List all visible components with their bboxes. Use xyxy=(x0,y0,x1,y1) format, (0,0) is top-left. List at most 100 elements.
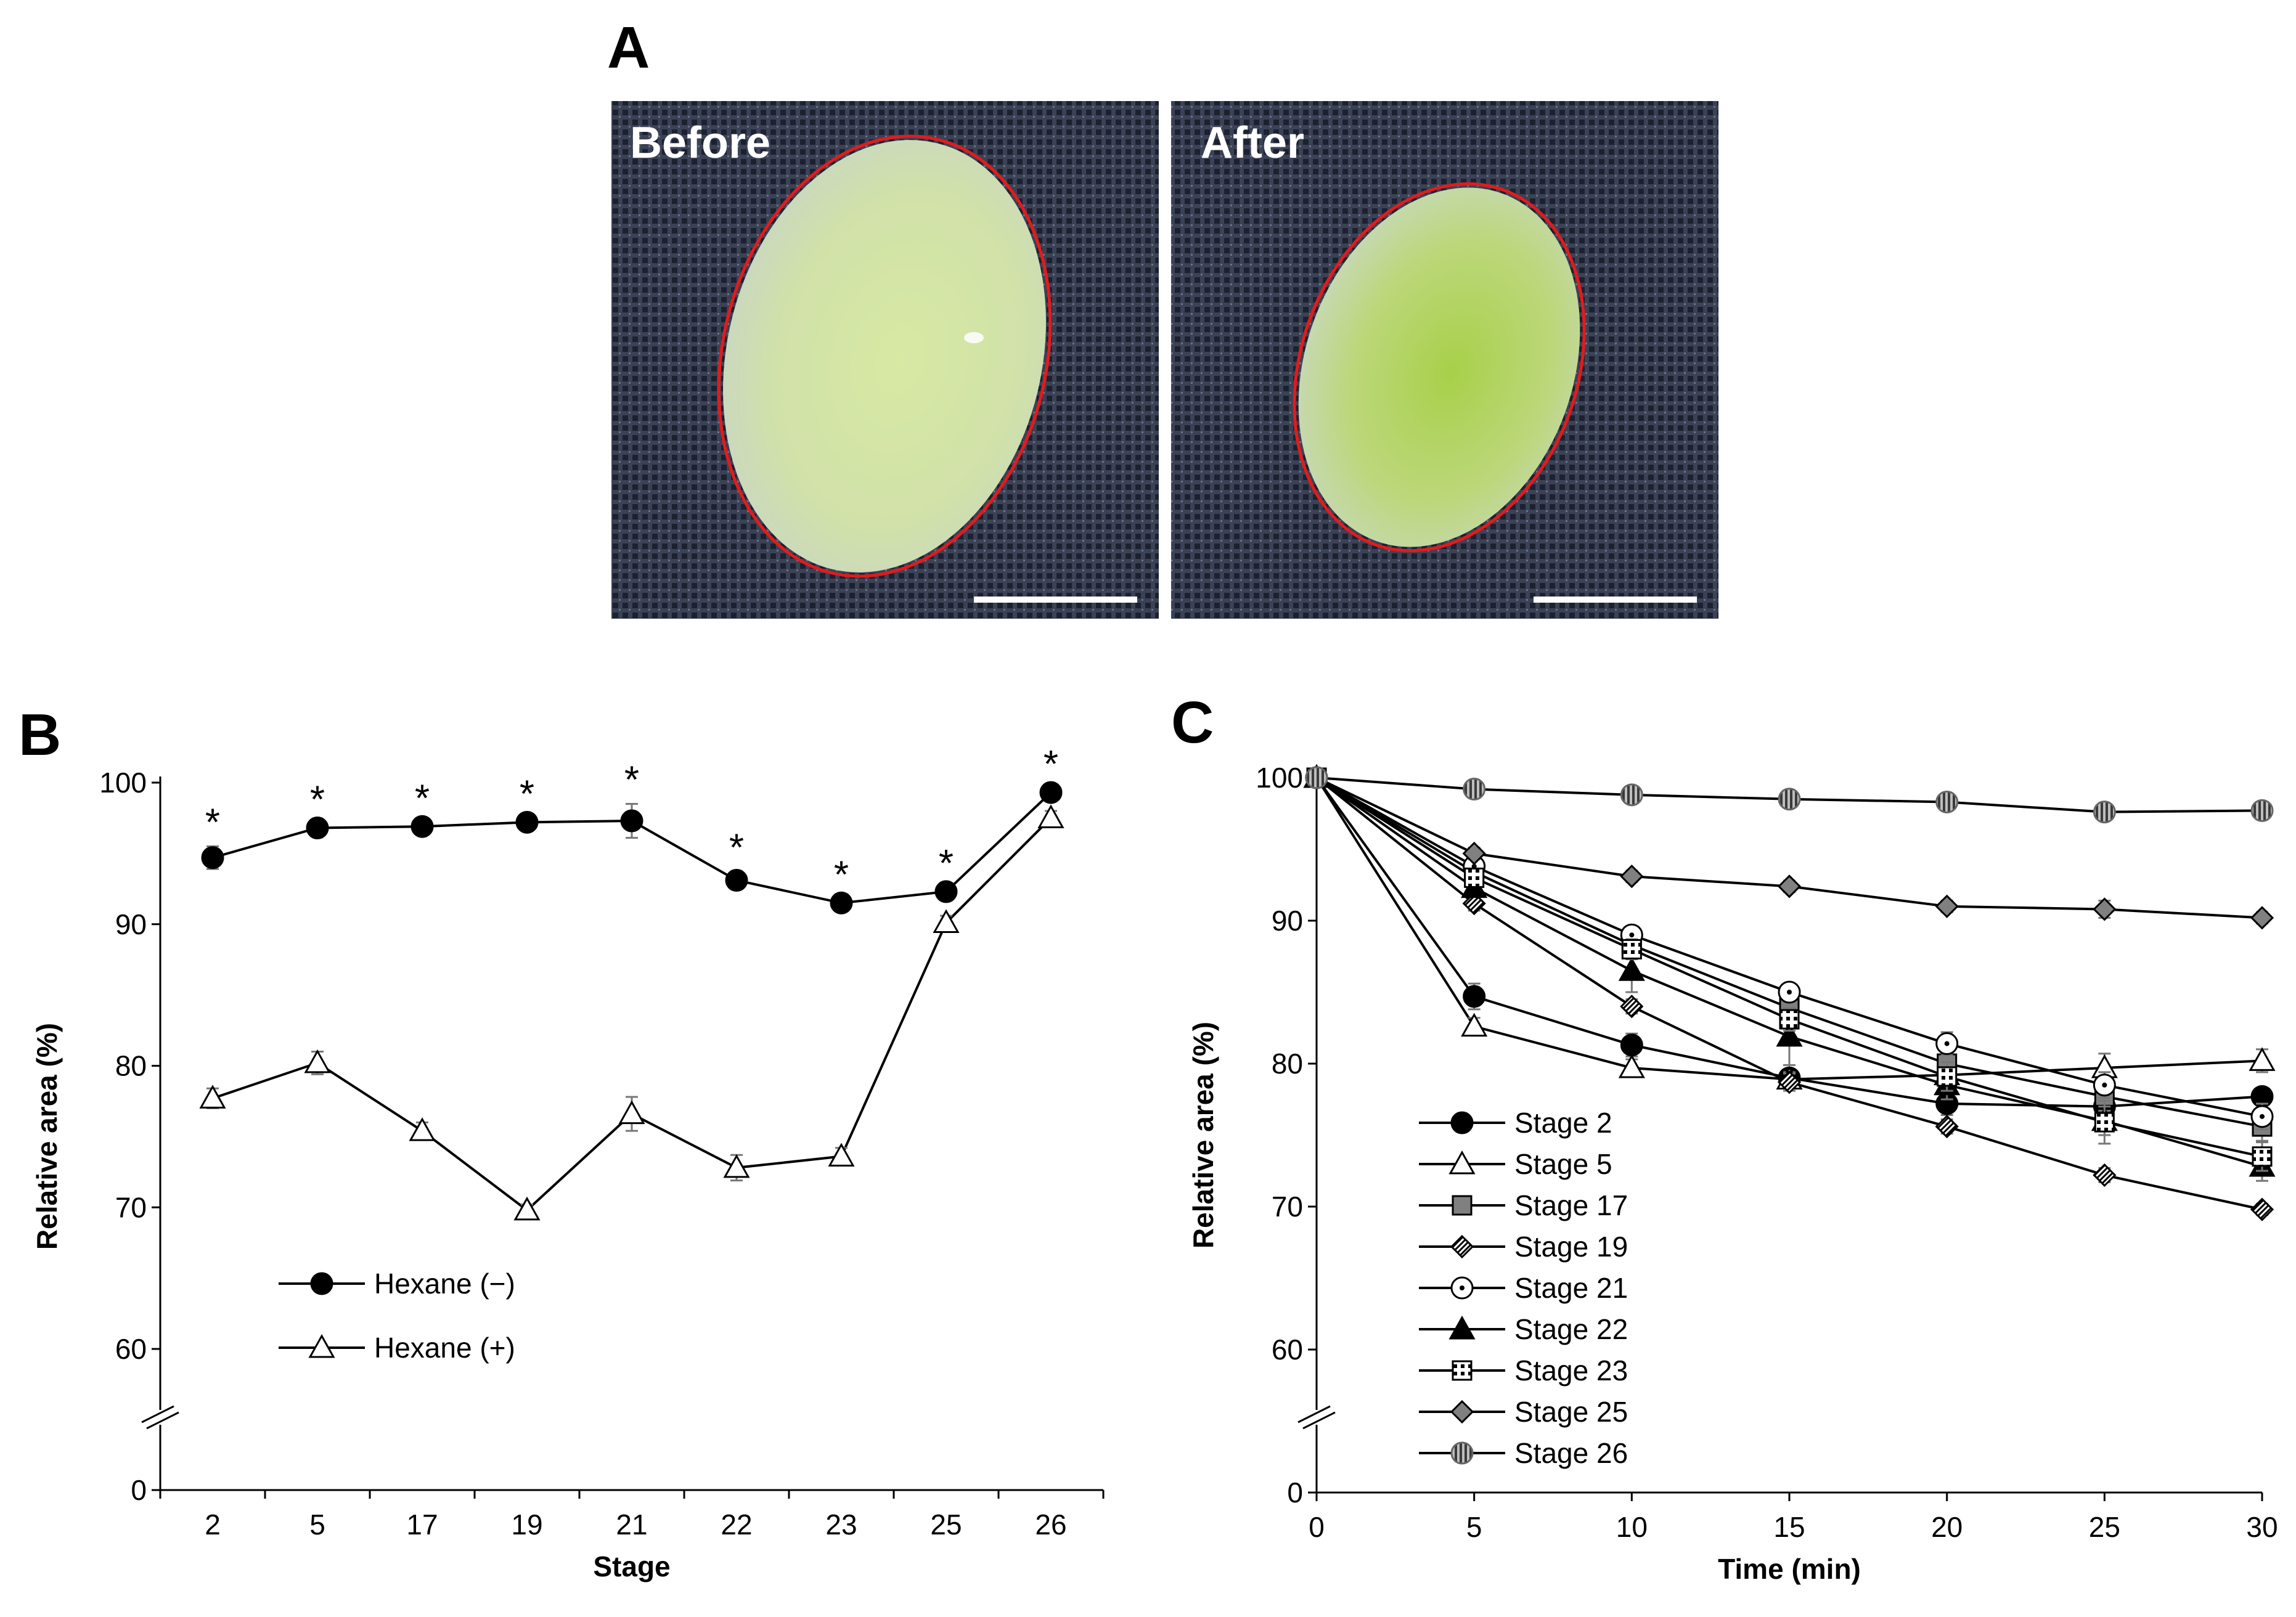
chart-b-hexane-point-6 xyxy=(828,1142,855,1167)
chart-c-legend-stage-19-label: Stage 19 xyxy=(1514,1231,1628,1263)
chart-c-stage-26-point-4 xyxy=(1935,790,1959,813)
chart-b-y-axis-title: Relative area (%) xyxy=(31,1023,63,1250)
chart-b-hexane-series xyxy=(201,781,1063,914)
chart-b-star-1: * xyxy=(310,779,325,821)
chart-b-legend-hexane-label: Hexane (−) xyxy=(374,1268,515,1300)
chart-b-star-3: * xyxy=(520,773,534,815)
chart-b-hexane-point-8 xyxy=(1039,781,1063,804)
panel-a-letter: A xyxy=(607,15,650,81)
chart-c-stage-25-point-3 xyxy=(1777,874,1802,898)
chart-b-star-7: * xyxy=(939,842,954,885)
chart-b-hexane-line xyxy=(212,817,1052,1212)
chart-c-stage-19-point-6 xyxy=(2250,1197,2274,1221)
chart-c-legend-stage-2-label: Stage 2 xyxy=(1514,1107,1612,1139)
chart-c-stage-5-point-2 xyxy=(1618,1054,1645,1078)
chart-c-legend-stage-22-label: Stage 22 xyxy=(1514,1313,1628,1345)
chart-c-y-tick-label-60: 60 xyxy=(1272,1334,1303,1366)
chart-c-legend-stage-19-marker xyxy=(1450,1234,1474,1259)
chart-c-stage-26-point-5 xyxy=(2093,800,2116,824)
grape-outline-before xyxy=(717,134,1052,578)
chart-b-hexane-point-8 xyxy=(1037,804,1064,828)
chart-c-legend-stage-23-label: Stage 23 xyxy=(1514,1354,1628,1387)
chart-c-stage-23-point-6 xyxy=(2252,1146,2273,1167)
chart-c-stage-19-point-5 xyxy=(2093,1163,2117,1187)
chart-c-x-tick-label-15: 15 xyxy=(1773,1511,1805,1543)
chart-c-stage-19-point-2 xyxy=(1620,995,1644,1019)
chart-c-stage-26-point-2 xyxy=(1620,783,1643,807)
grape-before xyxy=(723,140,1046,572)
chart-b-x-tick-label-21: 21 xyxy=(616,1509,647,1541)
chart-c-stage-5-point-6 xyxy=(2249,1047,2276,1071)
chart-c-x-tick-label-25: 25 xyxy=(2089,1511,2120,1543)
chart-c-legend-stage-26-label: Stage 26 xyxy=(1514,1437,1628,1469)
chart-b-x-tick-label-25: 25 xyxy=(930,1509,962,1541)
chart-b-x-axis-title: Stage xyxy=(593,1550,670,1582)
chart-c-stage-23-series xyxy=(1306,767,2273,1172)
chart-c-stage-19-point-4 xyxy=(1935,1114,1959,1139)
chart-c-axis-break-line-1 xyxy=(1297,1405,1331,1424)
chart-c-legend-stage-5-label: Stage 5 xyxy=(1514,1148,1612,1180)
chart-c-stage-21-point-6-dot xyxy=(2260,1114,2265,1119)
chart-c-y-tick-label-100: 100 xyxy=(1256,762,1303,794)
chart-c-y-tick-label-90: 90 xyxy=(1272,905,1303,937)
chart-c-stage-26-point-1 xyxy=(1463,778,1486,801)
chart-b-star-5: * xyxy=(729,827,744,870)
chart-b-hexane-point-6 xyxy=(830,891,853,914)
chart-b-hexane-point-5 xyxy=(725,869,748,892)
scale-bar-after xyxy=(1534,597,1697,603)
chart-b-x-tick-label-5: 5 xyxy=(309,1509,325,1541)
chart-c-y-tick-label-0: 0 xyxy=(1287,1476,1303,1509)
chart-b-star-0: * xyxy=(205,801,220,844)
chart-b-hexane-point-1 xyxy=(306,817,329,840)
chart-b-star-4: * xyxy=(624,759,639,801)
chart-c-stage-23-point-5 xyxy=(2094,1112,2115,1133)
chart-b-x-tick-label-19: 19 xyxy=(511,1509,542,1541)
chart-b-hexane-point-1 xyxy=(304,1049,331,1073)
chart-c-stage-23-point-2 xyxy=(1621,939,1642,959)
chart-c-stage-22-point-3 xyxy=(1776,1022,1803,1047)
chart-b-star-6: * xyxy=(834,853,849,896)
chart-c-legend-stage-23-marker xyxy=(1452,1360,1473,1381)
chart-c-x-tick-label-10: 10 xyxy=(1616,1511,1648,1543)
chart-c: 0 60 70 80 90 100 0 5 10 15 20 25 30 Time (min) Relati… xyxy=(1187,762,2278,1585)
chart-b-x-tick-label-17: 17 xyxy=(406,1509,438,1541)
chart-b-hexane-point-0 xyxy=(199,1085,226,1109)
chart-c-stage-22-point-2 xyxy=(1618,957,1645,981)
chart-b-legend-hexane-marker xyxy=(310,1272,333,1295)
chart-c-y-tick-label-70: 70 xyxy=(1272,1191,1303,1223)
chart-c-stage-21-point-4-dot xyxy=(1944,1041,1950,1046)
chart-c-stage-22-series xyxy=(1303,764,2276,1182)
panel-c-letter: C xyxy=(1171,690,1214,756)
chart-b-star-2: * xyxy=(415,777,430,820)
chart-c-legend-stage-22-marker xyxy=(1448,1315,1476,1340)
chart-b-star-8: * xyxy=(1044,743,1058,786)
chart-b-y-tick-label-60: 60 xyxy=(115,1333,147,1365)
chart-c-x-tick-label-20: 20 xyxy=(1931,1511,1963,1543)
grape-outline-after xyxy=(1293,182,1586,553)
chart-b-hexane-point-7 xyxy=(933,909,960,933)
chart-b-axis-break-line-2 xyxy=(146,1411,179,1430)
chart-b-legend-hexane-label: Hexane (+) xyxy=(374,1332,515,1364)
chart-b-y-tick-label-80: 80 xyxy=(115,1050,147,1082)
chart-b-hexane-point-3 xyxy=(515,810,539,834)
grape-after xyxy=(1298,187,1580,547)
photo-after: After xyxy=(1171,101,1718,619)
panel-b-letter: B xyxy=(18,702,61,768)
chart-c-stage-21-point-3-dot xyxy=(1787,990,1792,995)
chart-c-y-tick-label-80: 80 xyxy=(1272,1048,1303,1080)
chart-c-y-axis-title: Relative area (%) xyxy=(1187,1022,1219,1248)
chart-c-legend-stage-2-marker xyxy=(1450,1111,1474,1134)
chart-b-x-tick-label-22: 22 xyxy=(721,1509,752,1541)
chart-c-legend-stage-17-label: Stage 17 xyxy=(1514,1189,1628,1221)
chart-c-stage-23-point-3 xyxy=(1779,1009,1800,1030)
chart-c-legend-stage-17-marker xyxy=(1452,1195,1473,1216)
chart-c-stage-21-point-5-dot xyxy=(2102,1082,2107,1088)
chart-b-x-tick-label-2: 2 xyxy=(205,1509,221,1541)
chart-c-x-axis-title: Time (min) xyxy=(1718,1553,1861,1585)
chart-c-stage-26-series xyxy=(1305,766,2274,824)
after-label: After xyxy=(1201,118,1304,168)
chart-c-stage-25-point-1 xyxy=(1462,841,1486,866)
chart-c-stage-19-point-1 xyxy=(1462,892,1486,916)
chart-b-y-tick-label-90: 90 xyxy=(115,908,147,940)
